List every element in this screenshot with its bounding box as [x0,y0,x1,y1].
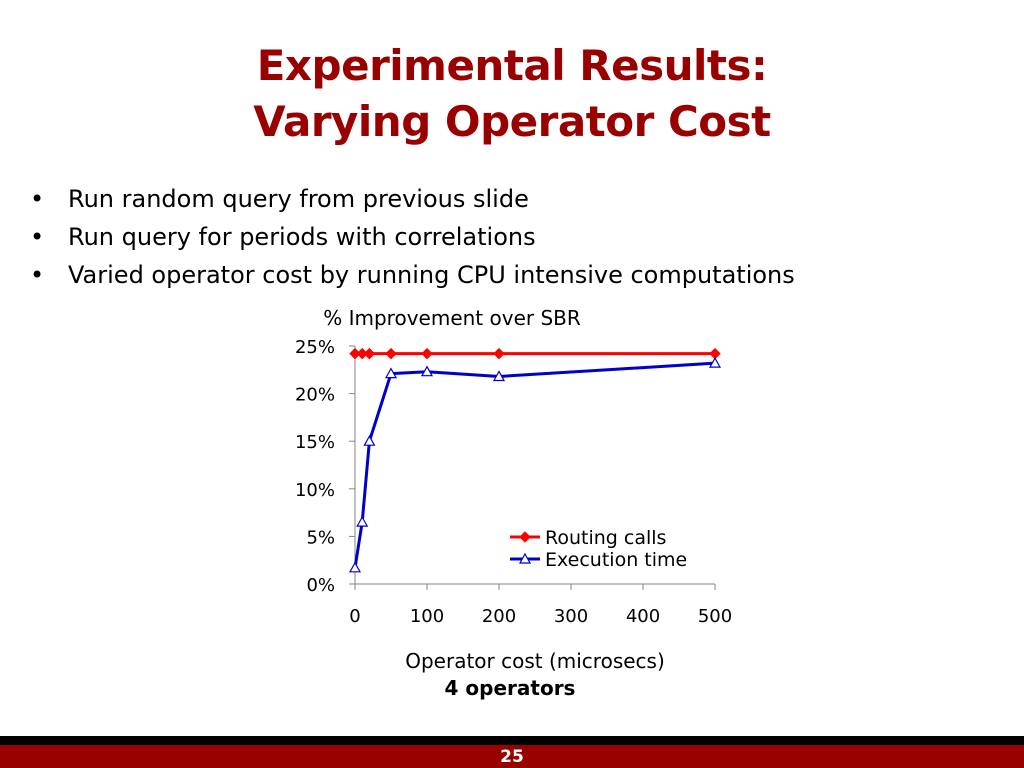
chart-title: % Improvement over SBR [323,306,581,330]
bullet-item: • Run query for periods with correlations [28,218,795,256]
slide-title-line-2: Varying Operator Cost [253,97,771,146]
execution-time-point [420,365,434,377]
execution-time-point [384,367,398,379]
legend-diamond-icon [519,531,531,543]
x-tick-label: 0 [349,606,360,627]
bullet-list: • Run random query from previous slide • R… [28,180,795,294]
bullet-item: • Varied operator cost by running CPU int… [28,256,795,294]
bullet-text: Run query for periods with correlations [68,223,536,251]
improvement-chart: % Improvement over SBR 0% 5% 10% 15% 20% 25% 0 1… [295,306,732,673]
routing-calls-point [493,347,505,360]
y-tick-label: 10% [295,480,335,501]
bullet-dot-icon: • [30,185,45,213]
x-tick-label: 100 [410,606,444,627]
routing-calls-point [421,347,433,360]
x-tick-label: 500 [698,606,732,627]
y-tick-label: 25% [295,337,335,358]
execution-time-point [492,370,506,382]
x-axis-label: Operator cost (microsecs) [405,649,665,673]
execution-time-point [348,561,362,573]
bullet-dot-icon: • [30,223,45,251]
page-number: 25 [500,747,524,767]
bullet-dot-icon: • [30,261,45,289]
footer-bar [0,745,1024,768]
y-tick-label: 0% [306,575,335,596]
y-tick-label: 15% [295,432,335,453]
execution-time-point [708,356,722,368]
execution-time-point [356,515,369,527]
bullet-text: Varied operator cost by running CPU inte… [68,261,795,289]
x-tick-label: 200 [482,606,516,627]
routing-calls-point [363,347,376,360]
routing-calls-point [385,347,397,360]
legend-label: Execution time [545,549,687,571]
bullet-text: Run random query from previous slide [68,185,529,213]
y-tick-label: 5% [306,527,335,548]
chart-caption: 4 operators [444,676,576,700]
legend-triangle-icon [518,552,532,564]
bullet-item: • Run random query from previous slide [28,180,795,218]
execution-time-point [363,434,376,446]
y-tick-label: 20% [295,385,335,406]
slide-title: Experimental Results: Varying Operator C… [0,38,1024,150]
x-tick-label: 300 [554,606,588,627]
slide-title-line-1: Experimental Results: [256,41,768,90]
footer-rule [0,736,1024,745]
legend-label: Routing calls [545,527,666,549]
x-tick-label: 400 [626,606,660,627]
